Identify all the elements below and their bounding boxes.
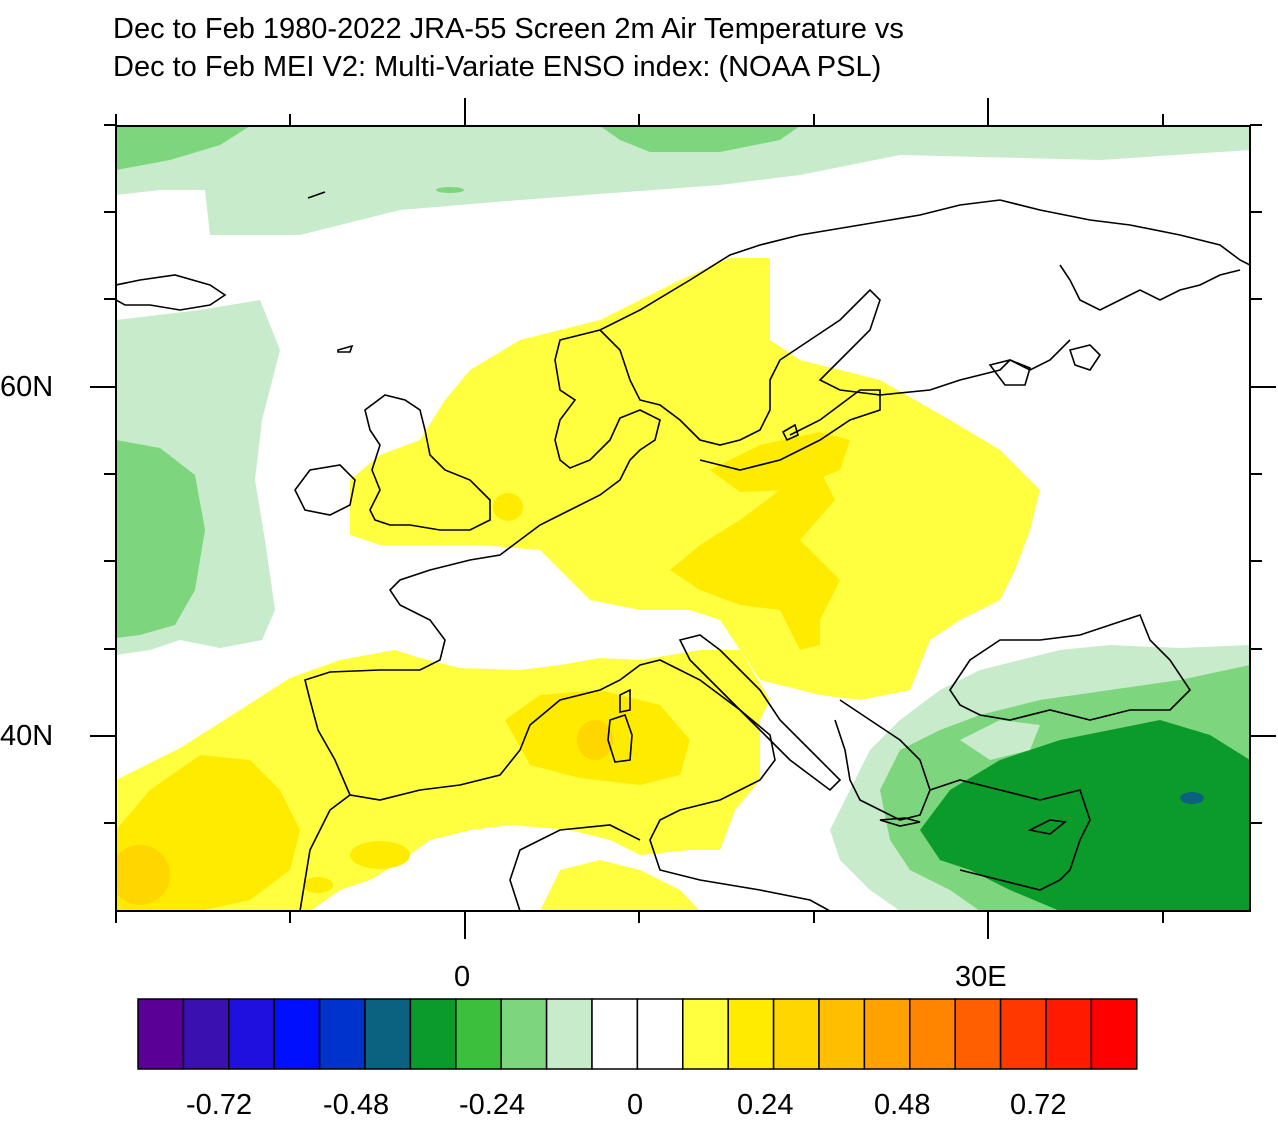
atlantic-orange-spot [116, 845, 170, 905]
coastline-italy [678, 634, 842, 792]
coastline-ireland [294, 464, 356, 516]
colorbar-label: -0.72 [186, 1089, 253, 1121]
lat-label-40n: 40N [0, 720, 54, 752]
colorbar-box [727, 998, 775, 1070]
chart-title-line-2: Dec to Feb MEI V2: Multi-Variate ENSO in… [113, 51, 882, 83]
map-frame [115, 125, 1251, 912]
coastline-black-sea [949, 614, 1192, 721]
colorbar-box [909, 998, 956, 1070]
colorbar-label: -0.48 [323, 1089, 390, 1121]
colorbar-box [545, 998, 593, 1070]
colorbar-box [409, 998, 457, 1070]
colorbar-box [863, 998, 911, 1070]
coastline-white-sea-island [1068, 344, 1102, 371]
central-europe-yellow-core [670, 470, 840, 650]
colorbar-box [591, 998, 639, 1070]
colorbar-label: 0.48 [874, 1089, 931, 1121]
colorbar-box [1090, 998, 1138, 1070]
coastline-sardinia [607, 713, 633, 763]
coastline-anatolia [929, 779, 1091, 891]
colorbar-box [182, 998, 230, 1070]
north-green-speck [436, 187, 464, 193]
coastline-kola-white-sea [1059, 264, 1241, 311]
europe-positive-region [350, 258, 1040, 700]
colorbar-box [500, 998, 548, 1070]
colorbar-box [1045, 998, 1093, 1070]
colorbar-box [636, 998, 684, 1070]
coastline-balkans [834, 699, 931, 821]
coastline-iberia-west [304, 199, 1250, 796]
coastline-cyprus [1027, 819, 1067, 835]
coastline-iceland [116, 274, 227, 311]
colorbar-label: 0.72 [1010, 1089, 1067, 1121]
axis-ticks [90, 98, 1276, 939]
shaded-field [116, 126, 1250, 911]
coastline-svalbard-fragment [307, 191, 326, 199]
sardinia-orange-spot [577, 720, 613, 760]
atlantic-green-region [116, 440, 205, 638]
colorbar-label: -0.24 [459, 1089, 526, 1121]
colorbar-box [228, 998, 275, 1070]
north-light-green-region [116, 126, 1250, 235]
coastline-crete [879, 817, 921, 827]
coastline-great-britain [364, 394, 491, 531]
colorbar-box [273, 998, 321, 1070]
colorbar [137, 998, 1138, 1070]
south-positive-region-2 [540, 860, 700, 911]
colorbar-box [999, 998, 1047, 1070]
colorbar-box [364, 998, 412, 1070]
lon-label-0: 0 [454, 961, 471, 993]
coastline-baltic-south [699, 389, 881, 471]
north-green-patch-west [116, 126, 250, 170]
teal-core-spot [1180, 792, 1204, 804]
coastline-lake-ladoga [988, 359, 1031, 386]
colorbar-box [455, 998, 502, 1070]
colorbar-box [682, 998, 729, 1070]
north-africa-yellow-spot [350, 841, 410, 869]
north-africa-yellow-spot-2 [303, 877, 333, 893]
colorbar-box [818, 998, 866, 1070]
lat-label-60n: 60N [0, 371, 54, 403]
colorbar-box [954, 998, 1002, 1070]
coastline-scandinavia-baltic [599, 288, 1071, 446]
colorbar-box [318, 998, 366, 1070]
colorbar-box [137, 998, 185, 1070]
colorbar-label: 0 [627, 1089, 644, 1121]
coastline-gotland [781, 423, 799, 442]
colorbar-label: 0.24 [737, 1089, 794, 1121]
coastlines [116, 191, 1250, 911]
coastline-north-africa [509, 824, 641, 911]
coastline-iberia-france [299, 659, 831, 911]
coastline-faroe [337, 344, 354, 353]
baltic-yellow-core [710, 432, 850, 492]
chart-title-line-1: Dec to Feb 1980-2022 JRA-55 Screen 2m Ai… [113, 13, 904, 45]
north-sea-yellow-core [493, 493, 523, 521]
east-dark-green-region [920, 720, 1250, 911]
coastline-corsica [619, 688, 631, 713]
lon-label-30e: 30E [955, 961, 1007, 993]
black-sea-light-patch [960, 720, 1040, 760]
north-green-patch-east [600, 126, 800, 152]
colorbar-box [772, 998, 820, 1070]
